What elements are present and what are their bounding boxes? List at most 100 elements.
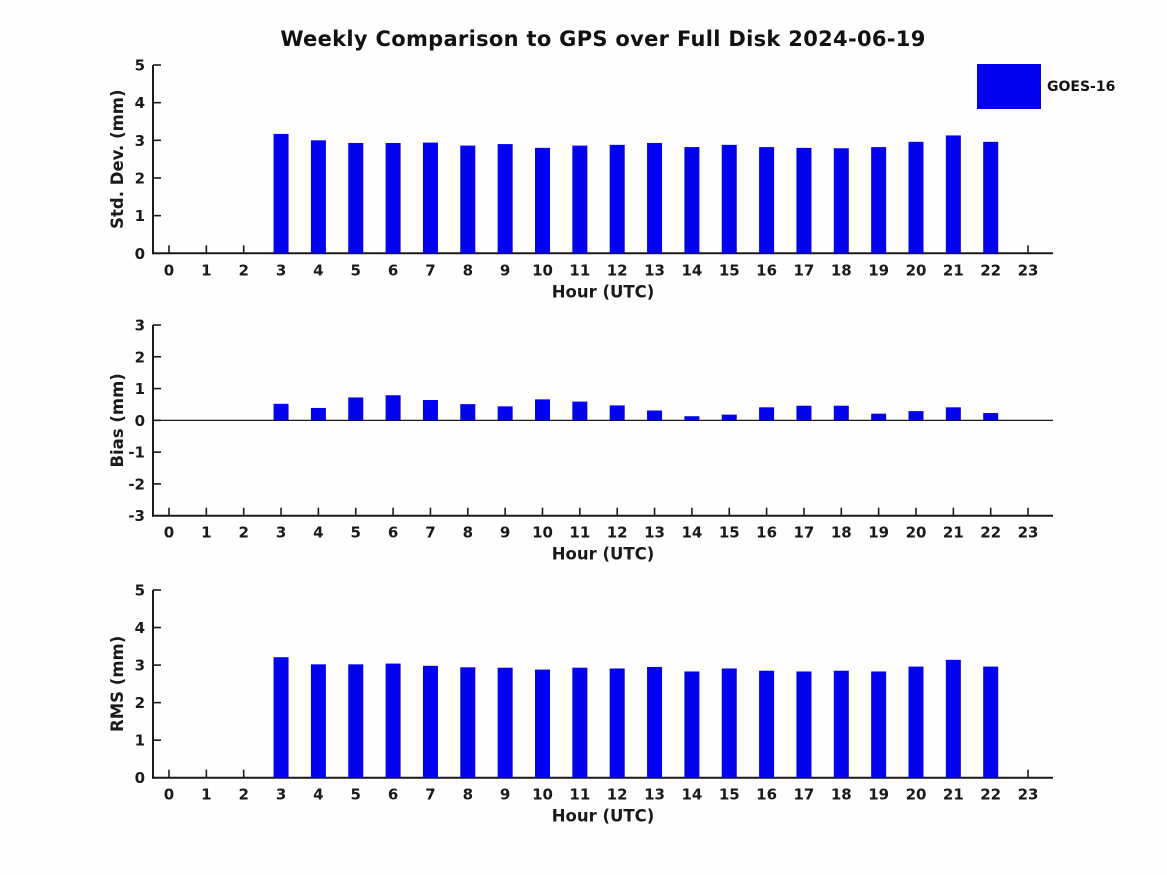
bar-hour-17 [796,147,812,254]
x-tick-label: 7 [425,261,435,279]
x-tick-label: 14 [681,786,702,804]
x-tick-label: 20 [906,261,927,279]
y-tick-label: 1 [135,380,145,398]
x-tick-label: 16 [756,524,777,542]
y-tick-label: 3 [135,132,145,150]
x-tick-label: 6 [388,786,398,804]
bar-hour-5 [348,664,364,778]
x-tick-label: 16 [756,786,777,804]
x-tick-label: 7 [425,786,435,804]
bar-hour-13 [647,142,663,254]
bar-hour-6 [385,395,401,421]
x-tick-label: 2 [238,786,248,804]
y-axis-title: RMS (mm) [108,636,127,732]
bar-hour-10 [535,399,550,421]
x-tick-label: 0 [164,786,174,804]
bar-hour-12 [609,668,625,778]
bar-hour-19 [871,671,887,778]
bar-hour-3 [273,133,289,254]
x-tick-label: 3 [276,261,286,279]
x-tick-label: 0 [164,524,174,542]
bar-hour-8 [460,404,476,421]
bar-hour-10 [535,669,550,778]
x-tick-label: 1 [201,786,211,804]
x-tick-label: 21 [943,261,964,279]
y-tick-label: 2 [135,694,145,712]
y-tick-label: -1 [128,444,145,462]
bar-hour-18 [833,148,849,254]
bar-hour-22 [983,666,999,778]
x-tick-label: 22 [980,524,1001,542]
bar-hour-9 [497,406,513,421]
y-tick-label: 1 [135,732,145,750]
x-tick-label: 6 [388,261,398,279]
y-tick-label: 0 [135,769,145,787]
bar-hour-7 [422,142,438,254]
y-tick-label: 2 [135,348,145,366]
x-tick-label: 13 [644,524,665,542]
x-axis-title: Hour (UTC) [552,282,655,301]
y-tick-label: -3 [128,507,145,525]
legend-swatch [977,64,1041,109]
bar-hour-20 [908,666,924,778]
x-tick-label: 8 [463,786,473,804]
x-tick-label: 23 [1018,786,1039,804]
x-tick-label: 11 [569,261,590,279]
x-tick-label: 2 [238,261,248,279]
bar-hour-17 [796,405,812,421]
bar-hour-16 [759,670,775,778]
bar-hour-8 [460,145,476,254]
bar-hour-13 [647,410,663,421]
bar-hour-3 [273,403,289,421]
bar-hour-7 [422,665,438,778]
bar-hour-6 [385,663,401,778]
bar-hour-21 [945,659,961,778]
bar-hour-10 [535,147,550,254]
x-tick-label: 23 [1018,261,1039,279]
bar-hour-20 [908,411,924,421]
x-tick-label: 3 [276,524,286,542]
x-tick-label: 17 [794,261,815,279]
bar-hour-4 [310,140,326,254]
x-tick-label: 16 [756,261,777,279]
bar-hour-3 [273,657,289,778]
bar-hour-12 [609,144,625,254]
x-axis-title: Hour (UTC) [552,807,655,826]
x-axis-title: Hour (UTC) [552,545,655,564]
x-tick-label: 9 [500,786,510,804]
x-tick-label: 19 [868,786,889,804]
x-tick-label: 2 [238,524,248,542]
y-tick-label: 5 [135,582,145,600]
x-tick-label: 14 [681,261,702,279]
y-tick-label: 3 [135,317,145,335]
x-tick-label: 20 [906,786,927,804]
bar-hour-22 [983,413,999,421]
x-tick-label: 10 [532,786,553,804]
x-tick-label: 13 [644,786,665,804]
bar-hour-21 [945,135,961,254]
bar-hour-4 [310,664,326,778]
x-tick-label: 14 [681,524,702,542]
bar-hour-20 [908,141,924,254]
x-tick-label: 4 [313,786,323,804]
x-tick-label: 9 [500,261,510,279]
x-tick-label: 22 [980,261,1001,279]
y-tick-label: 1 [135,207,145,225]
figure-title: Weekly Comparison to GPS over Full Disk … [280,27,926,51]
bar-hour-18 [833,670,849,778]
bar-hour-9 [497,144,513,254]
x-tick-label: 10 [532,524,553,542]
x-tick-label: 20 [906,524,927,542]
x-tick-label: 19 [868,261,889,279]
bar-hour-8 [460,667,476,778]
x-tick-label: 9 [500,524,510,542]
bar-hour-13 [647,666,663,778]
bar-hour-14 [684,147,700,254]
x-tick-label: 10 [532,261,553,279]
bar-hour-5 [348,142,364,254]
x-tick-label: 4 [313,524,323,542]
x-tick-label: 21 [943,524,964,542]
legend-series-label: GOES-16 [1047,78,1116,95]
